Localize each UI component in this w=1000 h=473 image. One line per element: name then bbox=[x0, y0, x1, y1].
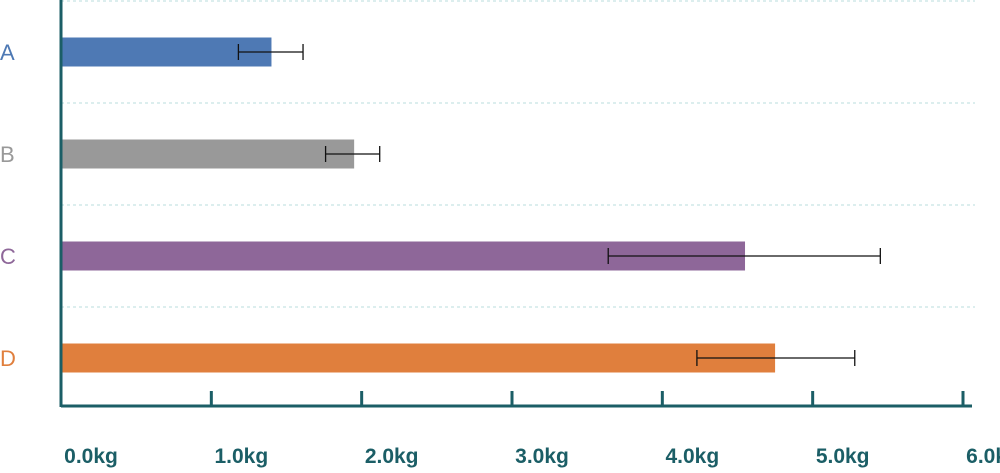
x-tick-label: 1.0kg bbox=[214, 445, 268, 468]
x-tick-label: 0.0kg bbox=[64, 445, 118, 468]
category-label-a: A bbox=[0, 40, 15, 65]
bar-b bbox=[61, 139, 355, 169]
bar-d bbox=[61, 343, 776, 373]
x-tick-label: 3.0kg bbox=[515, 445, 569, 468]
x-tick-label: 2.0kg bbox=[365, 445, 419, 468]
bar-a bbox=[61, 37, 272, 67]
x-tick-label: 6.0kg bbox=[966, 445, 1000, 468]
category-label-c: C bbox=[0, 244, 16, 269]
category-label-b: B bbox=[0, 142, 15, 167]
category-label-d: D bbox=[0, 346, 16, 371]
x-tick-label: 5.0kg bbox=[816, 445, 870, 468]
x-tick-label: 4.0kg bbox=[665, 445, 719, 468]
